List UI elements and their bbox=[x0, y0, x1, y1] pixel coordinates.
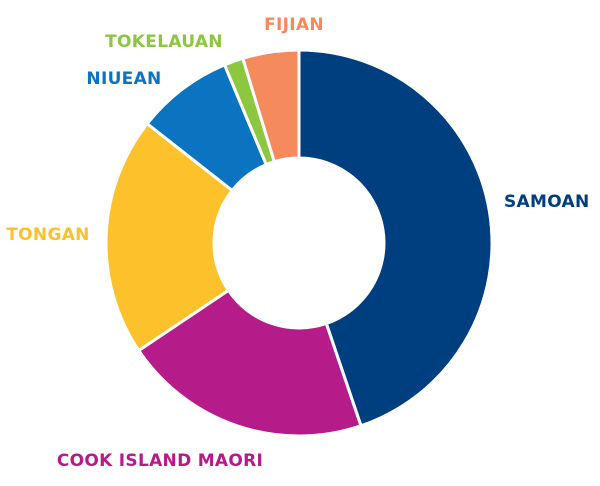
slice-labels: SAMOAN COOK ISLAND MAORI TONGAN NIUEAN T… bbox=[6, 15, 589, 471]
label-tongan: TONGAN bbox=[6, 225, 89, 245]
slice-tongan bbox=[104, 122, 234, 352]
label-samoan: SAMOAN bbox=[504, 192, 590, 212]
slice-fijian bbox=[241, 48, 301, 164]
label-cook-island-maori: COOK ISLAND MAORI bbox=[57, 451, 263, 471]
label-niuean: NIUEAN bbox=[86, 69, 161, 89]
slice-samoan bbox=[297, 48, 494, 428]
donut-slices bbox=[104, 48, 494, 438]
label-tokelauan: TOKELAUAN bbox=[105, 32, 223, 52]
slice-cook-island-maori bbox=[137, 288, 363, 438]
label-fijian: FIJIAN bbox=[264, 15, 324, 35]
